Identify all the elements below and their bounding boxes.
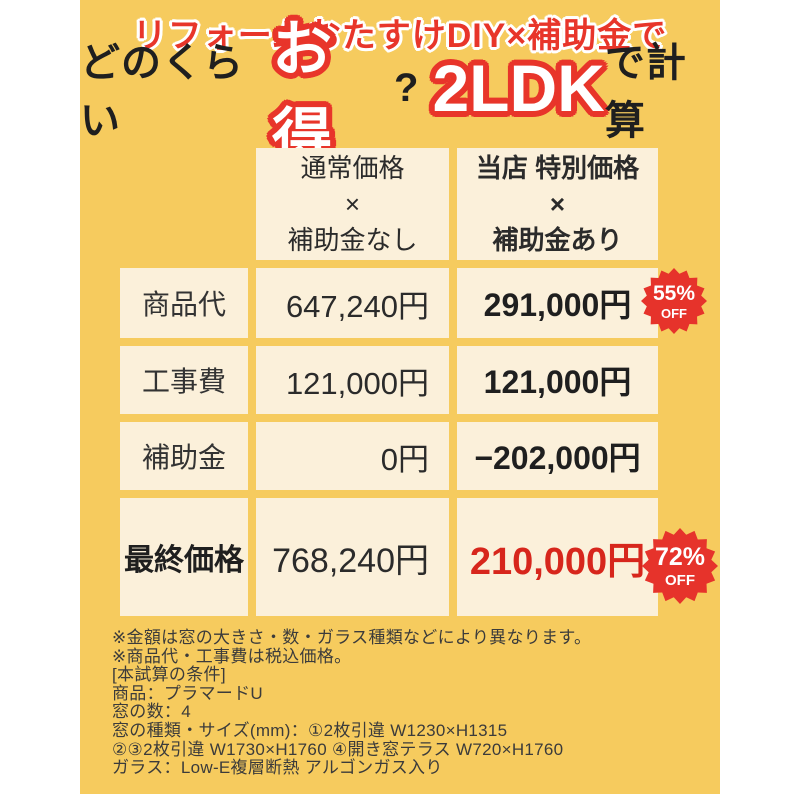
column-header-line: 補助金なし [287, 225, 418, 255]
footnote-line: ※金額は窓の大きさ・数・ガラス種類などにより異なります。 [112, 628, 592, 647]
special-price-subsidy: −202,000円 [457, 422, 658, 490]
column-header-line: 当店 特別価格 [475, 153, 640, 183]
normal-price-construction-fee: 121,000円 [256, 346, 449, 414]
row-label-construction-fee: 工事費 [120, 346, 248, 414]
discount-percent: 55% [652, 281, 696, 305]
footnotes: ※金額は窓の大きさ・数・ガラス種類などにより異なります。 ※商品代・工事費は税込… [112, 628, 702, 778]
discount-off-label: OFF [661, 305, 687, 321]
row-label-product-cost: 商品代 [120, 268, 248, 338]
row-label-subsidy: 補助金 [120, 422, 248, 490]
header-spacer-cell [120, 148, 248, 260]
special-price-final: 210,000円 [457, 498, 658, 616]
column-header-line: 補助金あり [492, 225, 623, 255]
normal-price-product-cost: 647,240円 [256, 268, 449, 338]
promo-panel: リフォームおたすけDIY×補助金で どのくらい お得 ? 2LDK で計算 通常… [80, 0, 720, 794]
row-label-final-price: 最終価格 [120, 498, 248, 616]
multiply-sign: × [549, 189, 566, 219]
footnote-line: 商品：プラマードU [112, 683, 263, 703]
price-comparison-table: 通常価格 × 補助金なし 当店 特別価格 × 補助金あり 商品代 647,240… [120, 148, 658, 616]
footnote-line: ガラス：Low-E複層断熱 アルゴンガス入り [112, 758, 443, 778]
headline-top: リフォームおたすけDIY×補助金で [132, 17, 668, 55]
normal-price-final: 768,240円 [256, 498, 449, 616]
special-price-product-cost: 291,000円 [457, 268, 658, 338]
headline-prefix: どのくらい [80, 41, 244, 143]
normal-price-subsidy: 0円 [256, 422, 449, 490]
headline-suffix: で計算 [604, 41, 687, 143]
multiply-sign: × [344, 189, 361, 219]
footnote-line: [本試算の条件] [112, 665, 226, 685]
headline-main: どのくらい お得 ? 2LDK で計算 [80, 16, 720, 170]
column-header-line: 通常価格 [300, 153, 405, 183]
special-price-construction-fee: 121,000円 [457, 346, 658, 414]
discount-badge-55-off: 55% OFF [641, 268, 707, 334]
discount-off-label: OFF [665, 571, 695, 589]
discount-percent: 72% [654, 542, 706, 571]
column-header-normal-price: 通常価格 × 補助金なし [256, 148, 449, 260]
headline-question-mark: ? [394, 65, 419, 110]
footnote-line: ※商品代・工事費は税込価格。 [112, 646, 352, 666]
headline-2ldk: 2LDK [432, 51, 605, 125]
footnote-line: 窓の数：4 [112, 702, 191, 722]
footnote-line: 窓の種類・サイズ(mm)：①2枚引違 W1230×H1315 [112, 720, 508, 740]
footnote-line: ②③2枚引違 W1730×H1760 ④開き窓テラス W720×H1760 [112, 739, 564, 759]
column-header-special-price: 当店 特別価格 × 補助金あり [457, 148, 658, 260]
discount-badge-72-off: 72% OFF [642, 528, 718, 604]
